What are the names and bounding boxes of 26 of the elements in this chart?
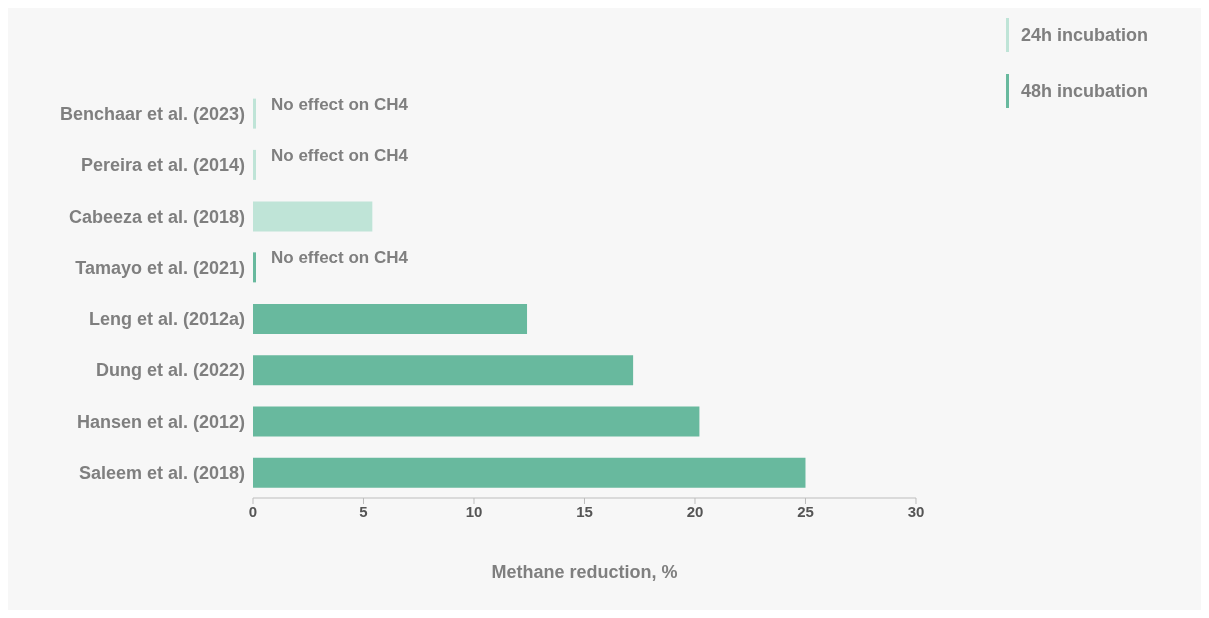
y-tick-label: Leng et al. (2012a) bbox=[88, 309, 245, 330]
y-tick-label: Tamayo et al. (2021) bbox=[75, 257, 245, 278]
x-tick-label: 0 bbox=[248, 502, 258, 520]
y-tick-label: Hansen et al. (2012) bbox=[76, 411, 245, 432]
data-label: No effect on CH4 bbox=[271, 145, 409, 165]
bar bbox=[253, 406, 700, 437]
bar bbox=[253, 201, 373, 232]
legend-label: 48h incubation bbox=[1020, 80, 1148, 102]
y-tick-label: Saleem et al. (2018) bbox=[78, 462, 245, 483]
x-tick-label: 20 bbox=[686, 502, 704, 520]
data-label: No effect on CH4 bbox=[271, 94, 409, 114]
data-label: No effect on CH4 bbox=[271, 248, 409, 268]
bar bbox=[253, 304, 528, 334]
bar bbox=[253, 355, 634, 386]
y-tick-label: Dung et al. (2022) bbox=[95, 360, 245, 381]
x-tick-label: 15 bbox=[576, 502, 593, 520]
y-tick-label: Pereira et al. (2014) bbox=[80, 155, 245, 176]
x-tick-label: 10 bbox=[465, 502, 483, 520]
x-axis-title: Methane reduction, % bbox=[491, 562, 678, 582]
y-tick-label: Cabeeza et al. (2018) bbox=[68, 206, 245, 227]
y-tick-label: Benchaar et al. (2023) bbox=[59, 104, 245, 125]
bar bbox=[253, 457, 806, 488]
x-tick-label: 5 bbox=[359, 502, 368, 520]
x-tick-label: 30 bbox=[907, 502, 925, 520]
legend-label: 24h incubation bbox=[1020, 24, 1148, 46]
x-tick-label: 25 bbox=[797, 502, 814, 520]
